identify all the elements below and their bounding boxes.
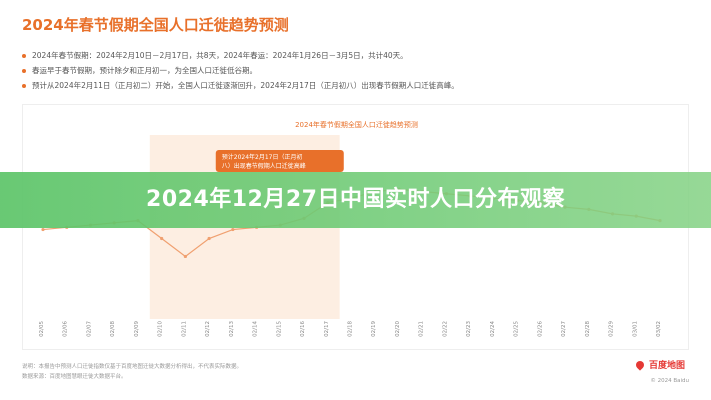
bullet-text: 春运早于春节假期，预计除夕和正月初一，为全国人口迁徙低谷期。 (32, 66, 257, 75)
chart-title: 2024年春节假期全国人口迁徙趋势预测 (295, 120, 418, 129)
x-tick-label: 02/10 (158, 321, 164, 337)
x-tick-label: 02/20 (395, 321, 401, 337)
line-chart: 2024年春节假期全国人口迁徙趋势预测预计2024年2月17日（正月初八）出现春… (39, 120, 662, 337)
x-tick-label: 02/16 (300, 321, 306, 337)
x-tick-label: 02/05 (39, 321, 45, 337)
x-tick-label: 03/01 (632, 321, 638, 337)
x-tick-label: 02/23 (466, 321, 472, 337)
footer-line: 说明：本报告中预测人口迁徙指数仅基于百度地图迁徙大数据分析得出，不代表实际数据。 (22, 364, 243, 370)
data-point (160, 236, 164, 241)
x-tick-label: 02/11 (181, 321, 187, 337)
x-tick-label: 02/26 (537, 321, 543, 337)
copyright: © 2024 Baidu (650, 378, 689, 384)
bullet-dot-icon (22, 68, 26, 73)
x-tick-label: 02/14 (253, 321, 259, 337)
data-point (183, 254, 187, 259)
x-tick-label: 02/22 (442, 321, 448, 337)
footer-notes: 说明：本报告中预测人口迁徙指数仅基于百度地图迁徙大数据分析得出，不代表实际数据。… (22, 362, 242, 382)
bullet-item: 预计从2024年2月11日（正月初二）开始，全国人口迁徙逐渐回升，2024年2月… (22, 78, 459, 93)
x-tick-label: 02/13 (229, 321, 235, 337)
annotation-text: 预计2024年2月17日（正月初 (222, 153, 303, 161)
x-tick-label: 02/19 (371, 321, 377, 337)
page-title: 2024年春节假期全国人口迁徙趋势预测 (22, 16, 289, 34)
x-tick-label: 02/25 (514, 321, 520, 337)
bullet-text: 预计从2024年2月11日（正月初二）开始，全国人口迁徙逐渐回升，2024年2月… (32, 81, 459, 90)
x-tick-label: 02/29 (609, 321, 615, 337)
x-tick-label: 02/17 (324, 321, 330, 337)
x-tick-label: 02/06 (63, 321, 69, 337)
bullet-item: 2024年春节假期：2024年2月10日－2月17日，共8天，2024年春运：2… (22, 48, 459, 63)
bullet-text: 2024年春节假期：2024年2月10日－2月17日，共8天，2024年春运：2… (32, 51, 408, 60)
x-tick-label: 02/18 (348, 321, 354, 337)
bullet-dot-icon (22, 83, 26, 88)
logo-text: 百度地图 (649, 361, 686, 371)
x-tick-label: 02/28 (585, 321, 591, 337)
x-tick-label: 02/27 (561, 321, 567, 337)
banner-title: 2024年12月27日中国实时人口分布观察 (146, 187, 565, 212)
data-point (41, 227, 45, 232)
data-point (231, 227, 235, 232)
x-tick-label: 02/09 (134, 321, 140, 337)
brand-logo: 百度地图 (634, 358, 686, 371)
bullet-dot-icon (22, 53, 26, 58)
bullet-item: 春运早于春节假期，预计除夕和正月初一，为全国人口迁徙低谷期。 (22, 63, 459, 78)
map-pin-icon (634, 358, 646, 371)
x-tick-label: 02/12 (205, 321, 211, 337)
footer-line: 数据来源：百度地图慧眼迁徙大数据平台。 (22, 374, 127, 380)
x-tick-label: 02/24 (490, 321, 496, 337)
title-banner: 2024年12月27日中国实时人口分布观察 (0, 172, 711, 228)
data-point (207, 236, 211, 241)
x-tick-label: 03/02 (656, 321, 662, 337)
bullet-list: 2024年春节假期：2024年2月10日－2月17日，共8天，2024年春运：2… (22, 48, 459, 93)
x-tick-label: 02/08 (110, 321, 116, 337)
annotation-text: 八）出现春节假期人口迁徙高峰 (222, 162, 306, 170)
x-tick-label: 02/21 (419, 321, 425, 337)
x-tick-label: 02/15 (276, 321, 282, 337)
x-tick-label: 02/07 (86, 321, 92, 337)
annotation-box (215, 150, 344, 172)
